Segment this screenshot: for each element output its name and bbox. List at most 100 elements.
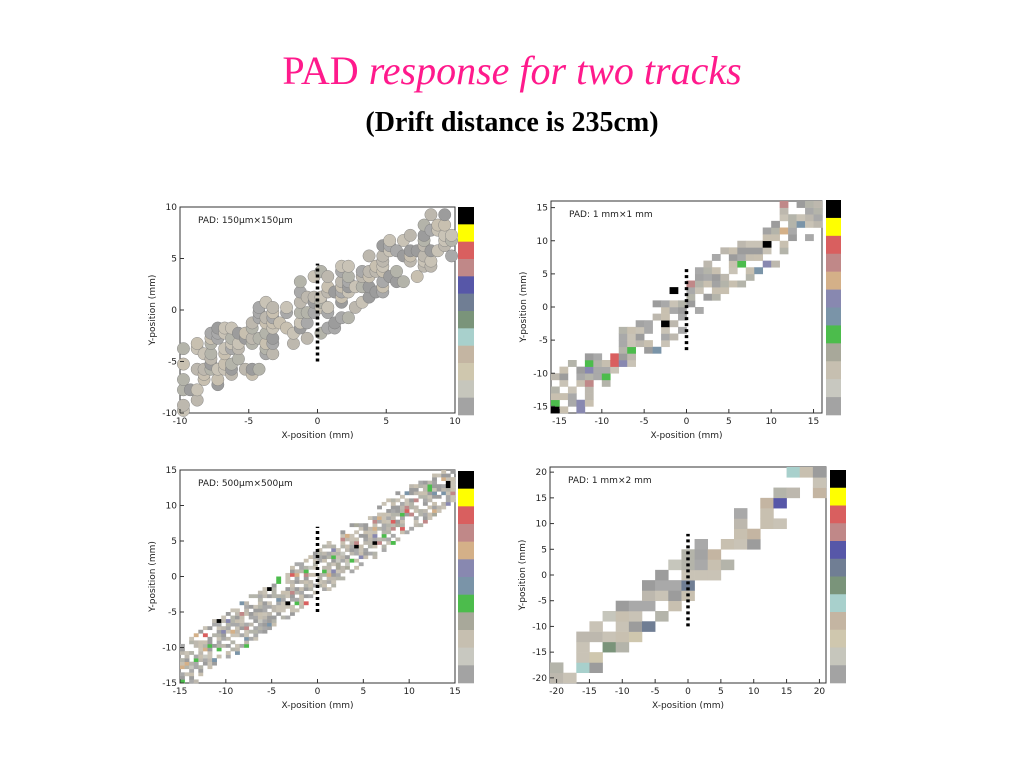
pad-cell bbox=[303, 569, 309, 574]
pad-cell bbox=[422, 501, 428, 506]
pad-cell bbox=[593, 373, 603, 381]
pad-cell bbox=[601, 379, 611, 387]
pad-cell bbox=[189, 675, 195, 680]
pad-cell bbox=[413, 509, 419, 513]
pad-cell bbox=[271, 619, 277, 623]
colorbar-swatch bbox=[458, 224, 474, 242]
pad-cell bbox=[349, 523, 355, 528]
pad-cell bbox=[290, 594, 295, 599]
pad-cell bbox=[363, 551, 369, 556]
pad-cell bbox=[661, 333, 670, 341]
pad-cell bbox=[812, 477, 827, 488]
pad-cell bbox=[235, 633, 240, 638]
pad-cell bbox=[372, 533, 378, 538]
pad-cell bbox=[642, 600, 656, 612]
pad-cell bbox=[381, 526, 387, 531]
pad-cell bbox=[239, 633, 245, 638]
pad-cell bbox=[202, 654, 208, 659]
pad-cell bbox=[276, 604, 282, 609]
pad-cell bbox=[395, 505, 401, 510]
pad-cell bbox=[340, 558, 346, 563]
pad-cell bbox=[216, 640, 222, 645]
pad-cell bbox=[652, 300, 662, 308]
pad-cell bbox=[235, 619, 240, 623]
pad-cell bbox=[367, 530, 373, 535]
pad-cell bbox=[681, 569, 695, 581]
pad-cell bbox=[377, 505, 382, 510]
pad-cell bbox=[644, 340, 653, 348]
pad-cell bbox=[326, 541, 332, 545]
pad-cell bbox=[418, 494, 424, 499]
colorbar-swatch bbox=[458, 259, 474, 277]
y-tick-label: 15 bbox=[536, 494, 547, 504]
pad-cell bbox=[216, 619, 222, 623]
pad-cell bbox=[331, 583, 337, 588]
pad-cell bbox=[799, 467, 814, 478]
pad-cell bbox=[230, 615, 236, 620]
pad-cell bbox=[367, 526, 373, 531]
pad-cell bbox=[551, 399, 560, 407]
pad-cell bbox=[326, 587, 332, 591]
pad-cell bbox=[331, 572, 337, 577]
pad-cell bbox=[290, 612, 295, 616]
pad-cell bbox=[445, 477, 451, 481]
x-tick-label: -15 bbox=[552, 417, 567, 427]
pad-cell bbox=[409, 512, 415, 517]
pad-cell bbox=[771, 220, 780, 228]
pad-cell bbox=[212, 658, 217, 662]
pad-cell bbox=[244, 643, 250, 648]
pad-cell bbox=[694, 307, 704, 314]
pad-cell bbox=[198, 658, 204, 662]
pad-cell bbox=[358, 555, 364, 560]
y-tick-label: 15 bbox=[166, 466, 177, 476]
pad-cell bbox=[303, 576, 309, 581]
pad-cell bbox=[326, 580, 332, 584]
pad-cell bbox=[235, 608, 240, 613]
pad-cell bbox=[299, 590, 305, 595]
pad-cell bbox=[745, 254, 755, 261]
pad-cell bbox=[409, 484, 415, 489]
pad-cell bbox=[257, 597, 263, 602]
pad-cell bbox=[300, 331, 314, 345]
pad-cell bbox=[694, 280, 704, 288]
pad-cell bbox=[303, 565, 309, 570]
colorbar-swatch bbox=[830, 558, 846, 577]
pad-cell bbox=[207, 658, 213, 662]
pad-cell bbox=[290, 587, 295, 591]
pad-cell bbox=[216, 636, 222, 641]
colorbar-swatch bbox=[458, 541, 474, 560]
y-tick-label: 0 bbox=[542, 303, 548, 313]
pad-cell bbox=[189, 672, 195, 677]
pad-cell bbox=[445, 480, 451, 485]
pad-cell bbox=[216, 654, 222, 659]
pad-cell bbox=[436, 473, 442, 478]
pad-cell bbox=[257, 622, 263, 627]
pad-cell bbox=[184, 658, 190, 662]
colorbar-swatch bbox=[826, 343, 841, 362]
pad-cell bbox=[235, 615, 240, 620]
pad-cell bbox=[377, 541, 382, 545]
pad-cell bbox=[331, 555, 337, 560]
pad-cell bbox=[390, 498, 396, 503]
pad-cell bbox=[602, 641, 617, 653]
pad-cell bbox=[202, 640, 208, 645]
pad-cell bbox=[694, 569, 709, 581]
pad-cell bbox=[308, 594, 314, 599]
pad-cell bbox=[235, 626, 240, 631]
pad-cell bbox=[317, 558, 323, 563]
pad-cell bbox=[668, 559, 682, 571]
pad-cell bbox=[349, 569, 355, 574]
pad-cell bbox=[345, 562, 350, 567]
pad-cell bbox=[267, 594, 272, 599]
pad-cell bbox=[584, 366, 594, 374]
pad-cell bbox=[244, 622, 250, 627]
pad-cell bbox=[367, 533, 373, 538]
pad-cell bbox=[248, 604, 254, 609]
pad-cell bbox=[358, 562, 364, 567]
pad-cell bbox=[331, 544, 337, 549]
pad-cell bbox=[267, 604, 272, 609]
pad-cell bbox=[762, 240, 772, 248]
pad-cell bbox=[618, 340, 628, 348]
colorbar-swatch bbox=[830, 576, 846, 595]
pad-cell bbox=[737, 240, 747, 248]
